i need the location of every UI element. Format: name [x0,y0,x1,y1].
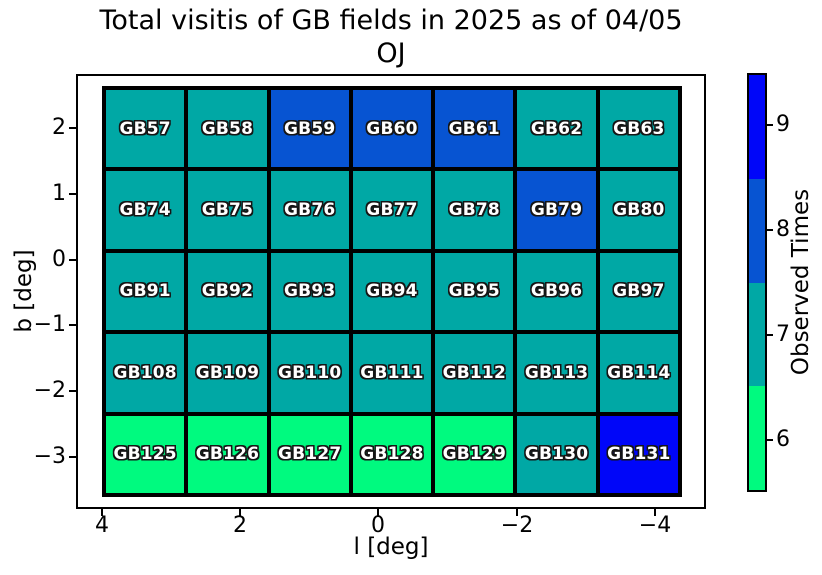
cell-GB62: GB62 [517,90,596,168]
colorbar-tick-label: 7 [776,322,790,347]
cell-GB95: GB95 [435,252,514,331]
y-tick-mark [69,127,76,129]
cell-GB91: GB91 [106,252,185,331]
cell-GB78: GB78 [435,171,514,249]
cell-GB111: GB111 [352,334,432,412]
cell-GB80: GB80 [599,171,678,249]
colorbar-axis-label: Observed Times [788,188,814,376]
cell-GB127: GB127 [270,415,349,493]
colorbar-tick-mark [767,439,773,441]
cell-GB128: GB128 [352,415,432,493]
colorbar-tick-mark [767,124,773,126]
y-tick-label: 1 [52,181,66,206]
cell-GB61: GB61 [435,90,514,168]
colorbar-tick-mark [767,229,773,231]
cell-GB110: GB110 [270,334,349,412]
cell-GB112: GB112 [435,334,514,412]
cell-GB94: GB94 [352,252,432,331]
y-axis-label: b [deg] [11,249,37,333]
colorbar-segment-7 [749,282,765,387]
colorbar-tick-label: 8 [776,217,790,242]
cell-GB77: GB77 [352,171,432,249]
chart-title-block: Total visitis of GB fields in 2025 as of… [76,4,706,70]
cell-GB74: GB74 [106,171,185,249]
cell-GB79: GB79 [517,171,596,249]
x-tick-mark [101,509,103,516]
cell-GB58: GB58 [188,90,267,168]
x-tick-label: 2 [233,513,247,538]
colorbar-segment-9 [749,75,765,179]
cell-GB126: GB126 [188,415,267,493]
cell-GB129: GB129 [435,415,514,493]
cell-GB97: GB97 [599,252,678,331]
x-tick-label: −4 [638,513,672,538]
cell-GB59: GB59 [270,90,349,168]
cell-GB114: GB114 [599,334,678,412]
x-tick-label: 4 [95,513,109,538]
y-tick-mark [69,193,76,195]
y-tick-label: −1 [33,312,66,337]
cell-GB130: GB130 [517,415,596,493]
cell-GB96: GB96 [517,252,596,331]
cell-GB75: GB75 [188,171,267,249]
cell-GB125: GB125 [106,415,185,493]
colorbar-tick-mark [767,334,773,336]
cell-GB93: GB93 [270,252,349,331]
x-tick-label: 0 [371,513,385,538]
x-axis-label: l [deg] [353,534,429,560]
y-tick-mark [69,259,76,261]
x-tick-mark [654,509,656,516]
cell-GB109: GB109 [188,334,267,412]
y-tick-label: 0 [52,247,66,272]
cell-GB113: GB113 [517,334,596,412]
colorbar-tick-label: 6 [776,427,790,452]
x-tick-label: −2 [500,513,534,538]
colorbar [747,73,767,492]
cell-GB108: GB108 [106,334,185,412]
heatmap-grid: GB57 GB58 GB59 GB60 GB61 GB62 GB63 GB74 … [102,86,682,497]
y-tick-mark [69,390,76,392]
chart-subtitle: OJ [376,38,406,69]
y-tick-label: −2 [33,378,66,403]
x-tick-mark [239,509,241,516]
cell-GB63: GB63 [599,90,678,168]
cell-GB131: GB131 [599,415,678,493]
colorbar-segment-6 [749,386,765,490]
cell-GB57: GB57 [106,90,185,168]
cell-GB92: GB92 [188,252,267,331]
chart-title: Total visitis of GB fields in 2025 as of… [99,5,683,36]
y-tick-label: −3 [33,444,66,469]
colorbar-tick-label: 9 [776,112,790,137]
cell-GB60: GB60 [352,90,432,168]
y-tick-mark [69,324,76,326]
cell-GB76: GB76 [270,171,349,249]
y-tick-label: 2 [52,115,66,140]
x-tick-mark [377,509,379,516]
x-tick-mark [516,509,518,516]
y-tick-mark [69,456,76,458]
colorbar-segment-8 [749,178,765,283]
